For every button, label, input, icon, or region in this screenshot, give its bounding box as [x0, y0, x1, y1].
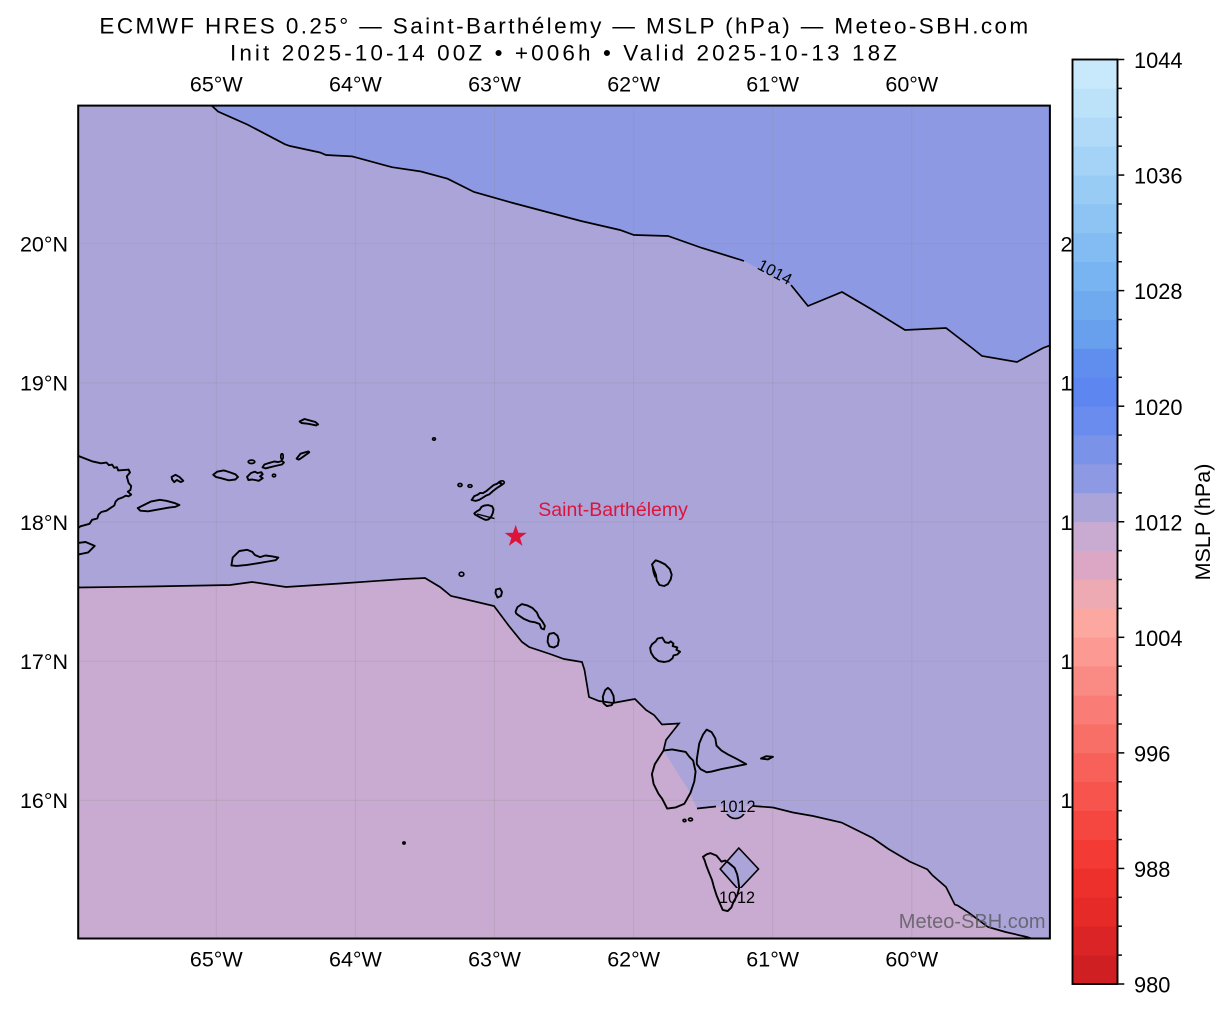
svg-text:1036: 1036: [1134, 164, 1183, 189]
svg-text:980: 980: [1134, 973, 1170, 998]
svg-text:MSLP (hPa): MSLP (hPa): [1191, 464, 1215, 581]
svg-text:19°N: 19°N: [20, 372, 68, 396]
svg-text:17°N: 17°N: [20, 650, 68, 674]
svg-text:64°W: 64°W: [329, 948, 383, 972]
svg-text:1028: 1028: [1134, 279, 1183, 304]
svg-text:1012: 1012: [719, 889, 755, 907]
svg-text:63°W: 63°W: [468, 73, 522, 97]
svg-text:Saint-Barthélemy: Saint-Barthélemy: [538, 499, 688, 521]
svg-text:1004: 1004: [1134, 626, 1183, 651]
svg-text:988: 988: [1134, 857, 1170, 882]
svg-text:16°N: 16°N: [20, 789, 68, 813]
svg-text:1012: 1012: [719, 798, 755, 816]
svg-text:60°W: 60°W: [885, 73, 939, 97]
svg-text:60°W: 60°W: [885, 948, 939, 972]
svg-text:20°N: 20°N: [20, 232, 68, 256]
svg-text:1020: 1020: [1134, 395, 1183, 420]
svg-text:ECMWF HRES 0.25° — Saint-Barth: ECMWF HRES 0.25° — Saint-Barthélemy — MS…: [99, 14, 1030, 39]
svg-text:64°W: 64°W: [329, 73, 383, 97]
svg-text:62°W: 62°W: [607, 948, 661, 972]
svg-text:61°W: 61°W: [746, 948, 800, 972]
svg-text:62°W: 62°W: [607, 73, 661, 97]
svg-text:Meteo-SBH.com: Meteo-SBH.com: [899, 911, 1046, 933]
svg-text:1012: 1012: [1134, 510, 1183, 535]
svg-text:996: 996: [1134, 741, 1170, 766]
svg-text:18°N: 18°N: [20, 511, 68, 535]
svg-text:Init 2025-10-14 00Z • +006h •: Init 2025-10-14 00Z • +006h • Valid 2025…: [230, 41, 900, 66]
svg-text:61°W: 61°W: [746, 73, 800, 97]
svg-text:63°W: 63°W: [468, 948, 522, 972]
svg-text:1044: 1044: [1134, 48, 1183, 73]
svg-text:65°W: 65°W: [190, 73, 244, 97]
svg-text:65°W: 65°W: [190, 948, 244, 972]
